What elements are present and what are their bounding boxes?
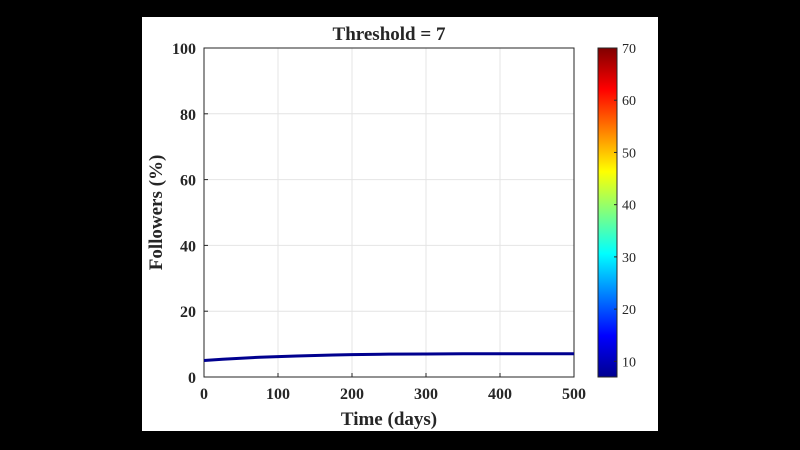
chart-title: Threshold = 7 — [333, 24, 446, 45]
y-tick-label: 40 — [180, 238, 196, 255]
y-axis-title: Followers (%) — [146, 155, 167, 271]
colorbar-ticks: 10 20 30 40 50 60 70 — [614, 42, 636, 370]
figure-background — [142, 17, 658, 431]
y-tick-label: 60 — [180, 173, 196, 190]
grid — [203, 47, 575, 378]
colorbar-tick-label: 10 — [622, 355, 636, 370]
ticks: 0 100 200 300 400 500 0 20 40 60 80 100 — [172, 41, 586, 403]
colorbar — [597, 47, 618, 378]
colorbar-tick-label: 50 — [622, 146, 636, 161]
x-tick-label: 0 — [200, 386, 208, 403]
y-tick-label: 20 — [180, 304, 196, 321]
colorbar-tick-label: 30 — [622, 251, 636, 266]
x-axis-title: Time (days) — [341, 409, 437, 430]
plot-frame — [203, 47, 575, 378]
x-tick-label: 400 — [488, 386, 512, 403]
colorbar-tick-label: 20 — [622, 303, 636, 318]
y-tick-label: 80 — [180, 107, 196, 124]
y-tick-label: 0 — [188, 370, 196, 387]
series-layer — [203, 352, 574, 363]
series-line — [203, 352, 574, 363]
y-tick-label: 100 — [172, 41, 196, 58]
colorbar-tick-label: 60 — [622, 94, 636, 109]
x-tick-label: 200 — [340, 386, 364, 403]
colorbar-tick-label: 40 — [622, 199, 636, 214]
colorbar-tick-label: 70 — [622, 42, 636, 57]
x-tick-label: 300 — [414, 386, 438, 403]
x-tick-label: 100 — [266, 386, 290, 403]
x-tick-label: 500 — [562, 386, 586, 403]
